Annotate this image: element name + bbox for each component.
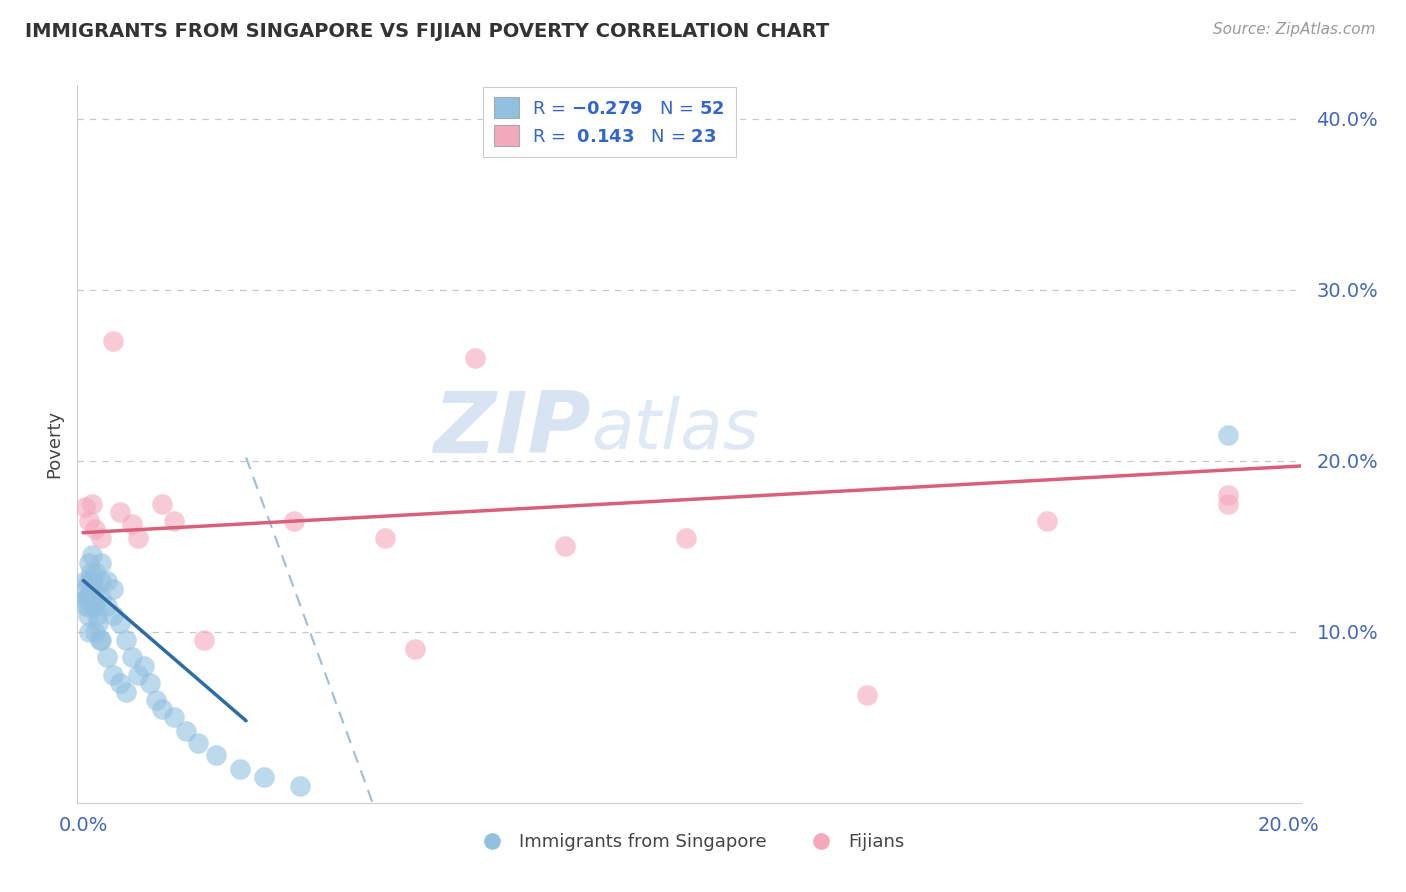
Point [75,582,97,596]
Point [163,514,186,528]
Point [84,522,107,536]
Point [150,702,173,716]
Point [82,591,104,605]
Point [283,514,305,528]
Point [79,591,101,605]
Legend: Immigrants from Singapore, Fijians: Immigrants from Singapore, Fijians [467,826,911,858]
Point [103,667,125,681]
Point [76,599,98,614]
Point [163,710,186,724]
Point [464,351,486,366]
Point [90,633,112,648]
Point [75,591,97,605]
Text: atlas: atlas [591,396,759,463]
Point [75,599,97,614]
Point [90,531,112,545]
Point [114,633,136,648]
Point [108,676,131,690]
Point [374,531,396,545]
Point [77,607,100,622]
Y-axis label: Poverty: Poverty [45,409,63,478]
Point [82,497,104,511]
Point [1218,488,1240,502]
Point [127,667,149,681]
Point [1218,428,1240,442]
Point [89,633,111,648]
Point [138,676,160,690]
Text: IMMIGRANTS FROM SINGAPORE VS FIJIAN POVERTY CORRELATION CHART: IMMIGRANTS FROM SINGAPORE VS FIJIAN POVE… [25,22,830,41]
Text: ZIP: ZIP [433,388,591,471]
Point [187,736,209,750]
Point [73,574,96,588]
Point [84,599,107,614]
Point [79,574,101,588]
Point [229,762,252,776]
Point [82,574,104,588]
Point [121,650,143,665]
Point [90,591,112,605]
Point [404,642,426,657]
Point [87,616,110,631]
Point [103,607,125,622]
Point [84,582,107,596]
Point [174,724,197,739]
Point [121,517,143,532]
Point [103,582,125,596]
Point [86,607,108,622]
Point [79,565,101,579]
Point [76,591,98,605]
Point [554,539,576,553]
Point [90,557,112,571]
Point [205,747,228,762]
Point [114,684,136,698]
Point [675,531,697,545]
Point [103,334,125,348]
Point [253,770,276,784]
Point [108,505,131,519]
Point [82,548,104,562]
Point [96,650,118,665]
Point [79,624,101,639]
Point [132,659,155,673]
Point [150,497,173,511]
Point [127,531,149,545]
Point [145,693,167,707]
Point [75,500,97,514]
Point [83,599,105,614]
Point [1036,514,1059,528]
Point [79,557,101,571]
Point [79,514,101,528]
Point [290,779,312,793]
Point [84,565,107,579]
Point [1218,497,1240,511]
Point [193,633,215,648]
Point [80,582,103,596]
Text: Source: ZipAtlas.com: Source: ZipAtlas.com [1212,22,1375,37]
Point [855,688,877,702]
Point [84,624,107,639]
Point [96,574,118,588]
Point [108,616,131,631]
Point [96,599,118,614]
Point [90,574,112,588]
